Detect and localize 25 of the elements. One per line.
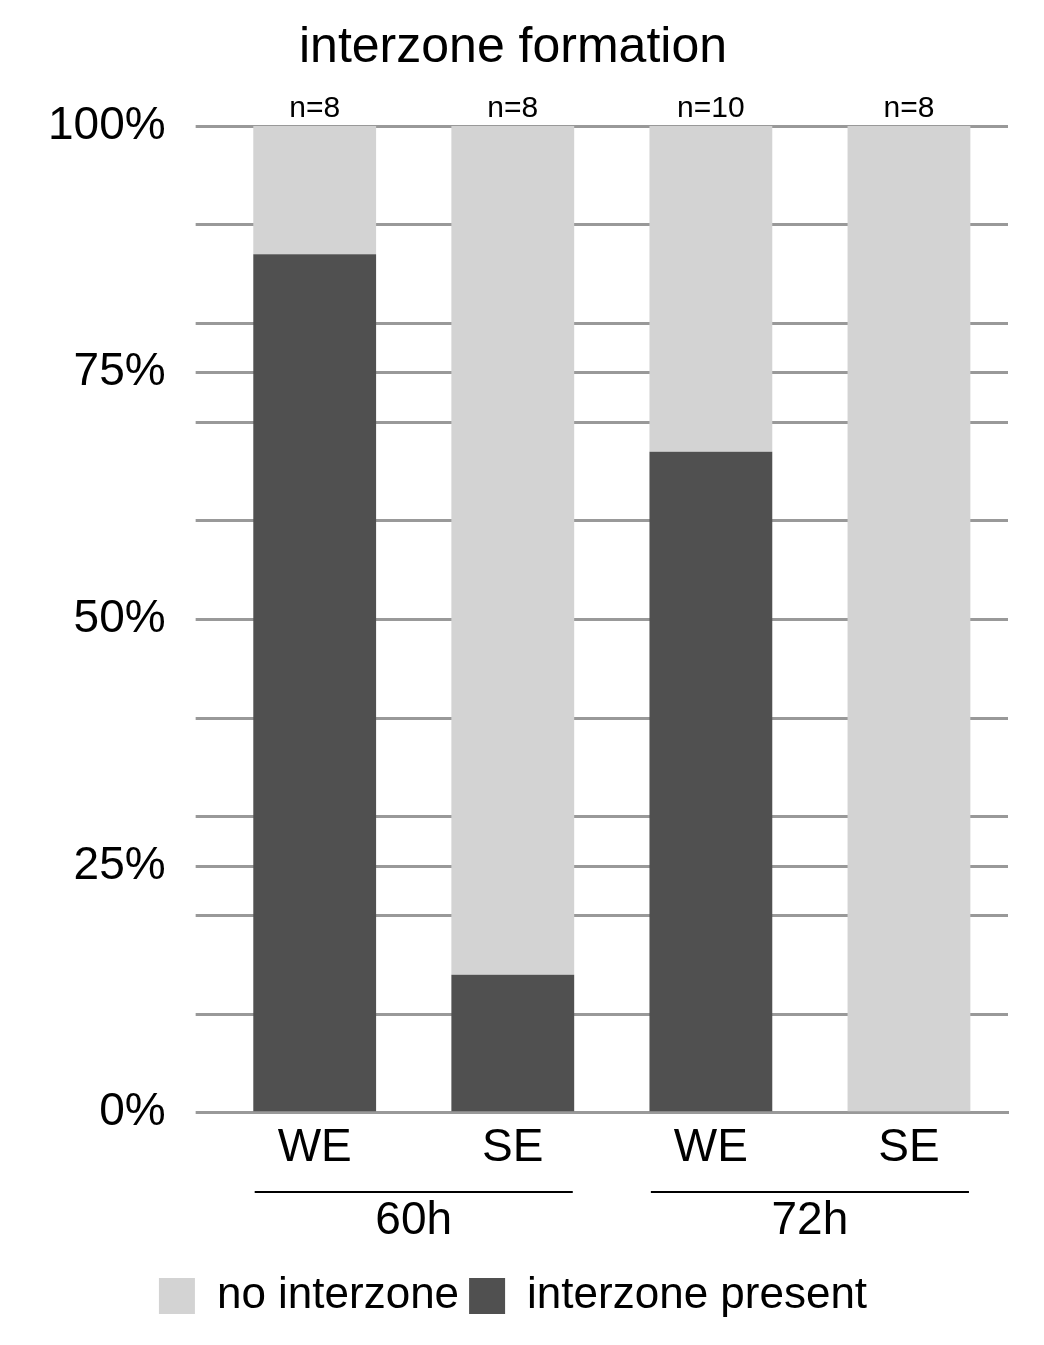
chart-title: interzone formation: [298, 16, 728, 73]
y-tick-label: 50%: [73, 590, 166, 643]
text: n=8: [883, 90, 935, 124]
text: n=10: [677, 90, 745, 124]
bar: [451, 126, 575, 975]
bar: [253, 126, 377, 255]
x-tick-label: SE: [878, 1119, 940, 1172]
y-tick-label: 25%: [73, 836, 166, 889]
legend-label: interzone present: [527, 1268, 868, 1318]
x-tick-label: SE: [482, 1119, 544, 1172]
x-tick-label: WE: [673, 1119, 748, 1172]
y-tick-label: 100%: [47, 96, 166, 149]
text: n=8: [487, 90, 539, 124]
text: 72h: [771, 1191, 849, 1244]
legend-label: no interzone: [216, 1268, 460, 1318]
y-tick-label: 0%: [99, 1083, 166, 1136]
bar: [847, 126, 971, 1112]
bar: [253, 254, 377, 1112]
bar: [451, 974, 575, 1112]
y-tick-label: 75%: [73, 343, 166, 396]
x-tick-label: WE: [277, 1119, 352, 1172]
bar: [649, 126, 773, 452]
text: 60h: [375, 1191, 453, 1244]
text: n=8: [289, 90, 341, 124]
bar: [649, 451, 773, 1112]
